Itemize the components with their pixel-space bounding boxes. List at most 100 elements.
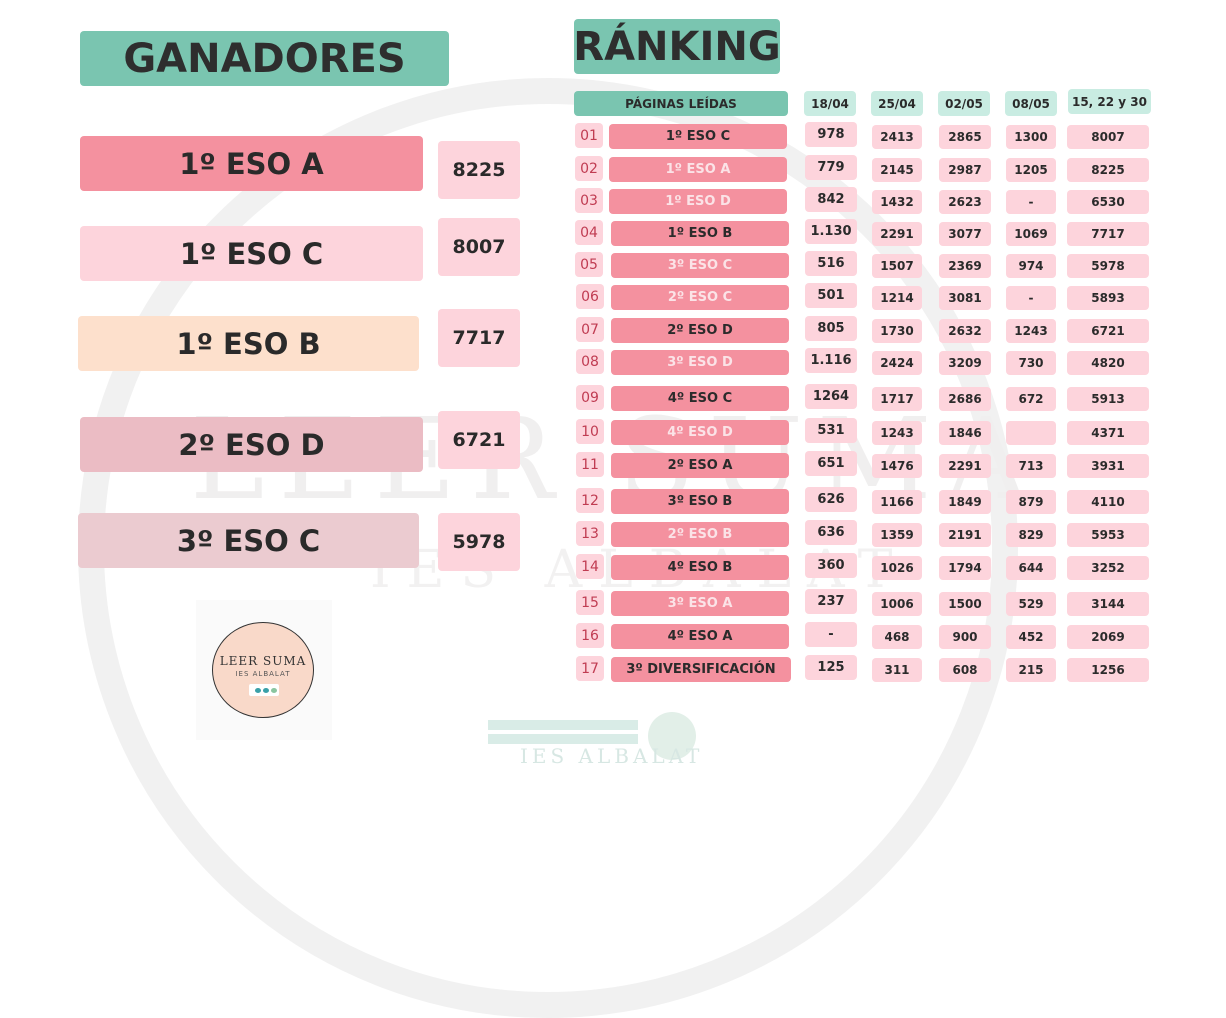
rank-position: 07 (576, 317, 604, 342)
rank-position: 17 (576, 656, 604, 681)
rank-value: 1794 (939, 556, 991, 580)
rank-value: 2291 (939, 454, 991, 478)
rank-value: 3077 (939, 222, 991, 246)
rank-value: - (1006, 190, 1056, 214)
rank-value: 1243 (1006, 319, 1056, 343)
winner-name: 1º ESO C (80, 226, 423, 281)
rank-value: - (1006, 286, 1056, 310)
logo-icon (249, 684, 279, 696)
rank-value: 215 (1006, 658, 1056, 682)
rank-position: 01 (575, 123, 603, 148)
rank-value: 1166 (872, 490, 922, 514)
rank-class: 4º ESO C (611, 386, 789, 411)
rank-class: 2º ESO A (611, 453, 789, 478)
rank-class: 3º ESO C (611, 253, 789, 278)
rank-value: 672 (1006, 387, 1056, 411)
rank-value: 2069 (1067, 625, 1149, 649)
rank-value: 1507 (872, 254, 922, 278)
rank-value: 452 (1006, 625, 1056, 649)
rank-class: 3º ESO D (611, 350, 789, 375)
winner-value: 8225 (438, 141, 520, 199)
rank-class: 3º DIVERSIFICACIÓN (611, 657, 791, 682)
rank-value: 8225 (1067, 158, 1149, 182)
rank-value: 978 (805, 122, 857, 147)
rank-value: 1846 (939, 421, 991, 445)
rank-class: 4º ESO D (611, 420, 789, 445)
rank-value: 626 (805, 487, 857, 512)
rank-class: 1º ESO C (609, 124, 787, 149)
rank-value: 3931 (1067, 454, 1149, 478)
rank-position: 10 (576, 419, 604, 444)
rank-position: 09 (576, 385, 604, 410)
rank-value: 644 (1006, 556, 1056, 580)
rank-value: 360 (805, 553, 857, 578)
rank-class: 3º ESO A (611, 591, 789, 616)
logo-badge (212, 622, 314, 718)
rank-value: 1026 (872, 556, 922, 580)
rank-value: 974 (1006, 254, 1056, 278)
winner-name: 3º ESO C (78, 513, 419, 568)
rank-value: 2623 (939, 190, 991, 214)
tree-icon (648, 712, 696, 760)
rank-position: 16 (576, 623, 604, 648)
rank-value: 3252 (1067, 556, 1149, 580)
rank-value: 730 (1006, 351, 1056, 375)
rank-value: 2145 (872, 158, 922, 182)
ranking-title: RÁNKING (573, 19, 781, 74)
rank-value: 2632 (939, 319, 991, 343)
rank-value: 1717 (872, 387, 922, 411)
winner-name: 2º ESO D (80, 417, 423, 472)
rank-position: 14 (576, 554, 604, 579)
rank-class: 3º ESO B (611, 489, 789, 514)
rank-value: 1.116 (805, 348, 857, 373)
rank-position: 06 (576, 284, 604, 309)
winner-value: 5978 (438, 513, 520, 571)
rank-value: 2291 (872, 222, 922, 246)
rank-value: 1264 (805, 384, 857, 409)
rank-value: 8007 (1067, 125, 1149, 149)
rank-position: 11 (576, 452, 604, 477)
rank-value: 1205 (1006, 158, 1056, 182)
rank-value: 2987 (939, 158, 991, 182)
rank-value: 5913 (1067, 387, 1149, 411)
rank-value: - (805, 622, 857, 647)
rank-value: 1849 (939, 490, 991, 514)
header-date: 18/04 (804, 91, 856, 116)
logo-subtitle: IES ALBALAT (235, 670, 291, 678)
rank-value: 1256 (1067, 658, 1149, 682)
logo-title: LEER SUMA (219, 654, 307, 668)
winner-value: 7717 (438, 309, 520, 367)
rank-position: 13 (576, 521, 604, 546)
rank-value: 4820 (1067, 351, 1149, 375)
rank-value: 713 (1006, 454, 1056, 478)
rank-value: 1300 (1006, 125, 1056, 149)
rank-value: 4110 (1067, 490, 1149, 514)
header-date: 15, 22 y 30 (1068, 89, 1151, 114)
rank-value: 311 (872, 658, 922, 682)
rank-class: 4º ESO A (611, 624, 789, 649)
rank-value: 779 (805, 155, 857, 180)
rank-value: 805 (805, 316, 857, 341)
rank-position: 03 (575, 188, 603, 213)
header-date: 02/05 (938, 91, 990, 116)
rank-class: 4º ESO B (611, 555, 789, 580)
rank-value: 608 (939, 658, 991, 682)
rank-value: 5893 (1067, 286, 1149, 310)
rank-class: 1º ESO B (611, 221, 789, 246)
rank-position: 08 (576, 349, 604, 374)
rank-value: 2413 (872, 125, 922, 149)
rank-value: 879 (1006, 490, 1056, 514)
rank-value: 1.130 (805, 219, 857, 244)
rank-position: 04 (575, 220, 603, 245)
rank-value: 636 (805, 520, 857, 545)
rank-value: 829 (1006, 523, 1056, 547)
rank-value: 1359 (872, 523, 922, 547)
rank-value: 1243 (872, 421, 922, 445)
rank-value: 651 (805, 451, 857, 476)
rank-value: 501 (805, 283, 857, 308)
rank-class: 2º ESO D (611, 318, 789, 343)
rank-value: 531 (805, 418, 857, 443)
rank-value: 516 (805, 251, 857, 276)
rank-value: 3144 (1067, 592, 1149, 616)
rank-value: 5978 (1067, 254, 1149, 278)
